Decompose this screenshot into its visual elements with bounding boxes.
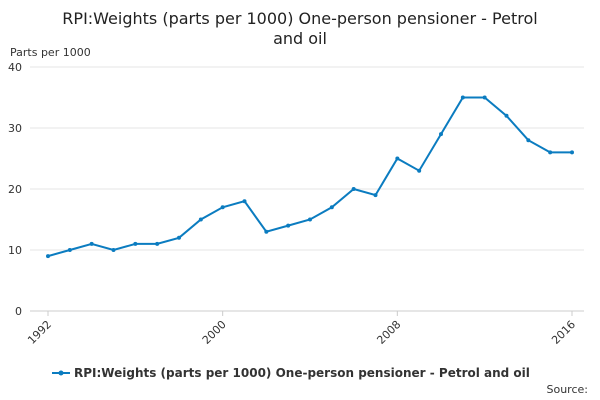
- point: [570, 150, 574, 155]
- y-tick-label: 10: [8, 244, 22, 257]
- point: [242, 199, 247, 204]
- legend-label: RPI:Weights (parts per 1000) One-person …: [74, 366, 530, 380]
- point: [482, 95, 487, 100]
- y-tick-label: 30: [8, 122, 22, 135]
- point: [155, 241, 160, 246]
- y-axis-label: Parts per 1000: [10, 46, 91, 59]
- source: Source:: [547, 383, 589, 396]
- point: [548, 150, 553, 155]
- point: [220, 205, 225, 210]
- chart-title: RPI:Weights (parts per 1000) One-person …: [62, 9, 537, 28]
- point: [286, 223, 291, 228]
- point: [417, 168, 422, 173]
- point: [46, 254, 50, 259]
- point: [198, 217, 203, 222]
- line: [47, 96, 572, 258]
- point: [351, 187, 356, 191]
- point: [264, 229, 269, 234]
- point: [111, 248, 116, 252]
- legend-symbol: [58, 370, 64, 376]
- point: [460, 95, 465, 100]
- point: [439, 132, 443, 137]
- point: [177, 235, 181, 240]
- point: [89, 241, 94, 246]
- y-tick-label: 0: [15, 305, 22, 318]
- x-tick-label: 2008: [374, 318, 403, 347]
- point: [526, 138, 531, 143]
- point: [133, 241, 138, 246]
- y-tick-label: 40: [8, 61, 22, 74]
- chart-title: and oil: [273, 29, 327, 48]
- point: [504, 113, 509, 118]
- y-tick-label: 20: [8, 183, 22, 196]
- point: [67, 248, 72, 252]
- x-tick-label: 2000: [200, 318, 229, 347]
- point: [395, 156, 400, 161]
- x-tick-label: 1992: [25, 318, 54, 347]
- x-tick-label: 2016: [549, 318, 578, 347]
- point: [308, 217, 312, 222]
- point: [373, 193, 378, 198]
- point: [329, 205, 334, 210]
